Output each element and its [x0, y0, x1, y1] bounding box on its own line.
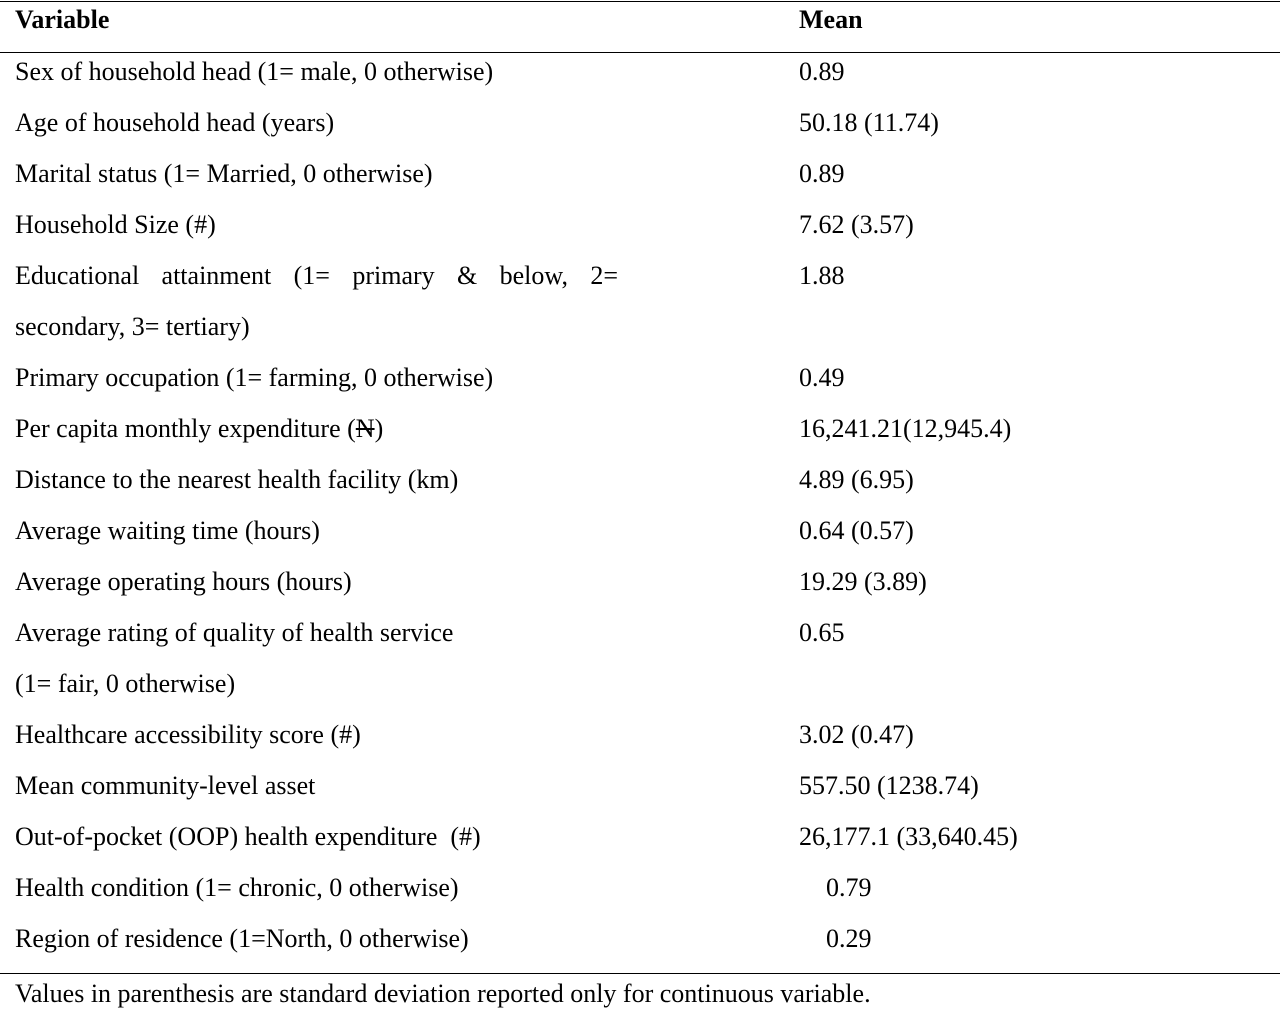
variable-text-end: )	[374, 414, 384, 443]
header-rule	[0, 52, 1280, 53]
header-mean: Mean	[799, 5, 863, 34]
table-row: Distance to the nearest health facility …	[0, 454, 1280, 505]
mean-cell: 19.29 (3.89)	[799, 567, 927, 596]
variable-cell: Out-of-pocket (OOP) health expenditure (…	[15, 822, 481, 851]
table-footnote: Values in parenthesis are standard devia…	[15, 979, 871, 1008]
mean-cell: 0.79	[826, 873, 872, 902]
mean-cell: 557.50 (1238.74)	[799, 771, 979, 800]
mean-cell: 1.88	[799, 261, 845, 290]
table-row: Household Size (#) 7.62 (3.57)	[0, 199, 1280, 250]
mean-cell: 0.89	[799, 57, 845, 86]
variable-cell: Age of household head (years)	[15, 108, 335, 137]
top-rule	[0, 1, 1280, 2]
table-row: Health condition (1= chronic, 0 otherwis…	[0, 862, 1280, 913]
table-row: Sex of household head (1= male, 0 otherw…	[0, 46, 1280, 97]
variable-cell: Educational attainment (1= primary & bel…	[15, 250, 618, 352]
mean-cell: 50.18 (11.74)	[799, 108, 939, 137]
variable-cell: Household Size (#)	[15, 210, 216, 239]
table-row: Average rating of quality of health serv…	[0, 607, 1280, 709]
mean-cell: 26,177.1 (33,640.45)	[799, 822, 1018, 851]
table-row: Healthcare accessibility score (#) 3.02 …	[0, 709, 1280, 760]
mean-cell: 0.29	[826, 924, 872, 953]
table-row: Per capita monthly expenditure (N) 16,24…	[0, 403, 1280, 454]
mean-cell: 0.64 (0.57)	[799, 516, 914, 545]
variable-cell: Primary occupation (1= farming, 0 otherw…	[15, 363, 494, 392]
table-row: Region of residence (1=North, 0 otherwis…	[0, 913, 1280, 964]
variable-cell: Region of residence (1=North, 0 otherwis…	[15, 924, 469, 953]
table-row: Average operating hours (hours) 19.29 (3…	[0, 556, 1280, 607]
variable-cell: Healthcare accessibility score (#)	[15, 720, 361, 749]
table-body: Sex of household head (1= male, 0 otherw…	[0, 46, 1280, 964]
variable-cell: Per capita monthly expenditure (N)	[15, 403, 383, 454]
mean-cell: 0.65	[799, 618, 845, 647]
table-row: Average waiting time (hours) 0.64 (0.57)	[0, 505, 1280, 556]
variable-cell: Sex of household head (1= male, 0 otherw…	[15, 57, 494, 86]
table-row: Marital status (1= Married, 0 otherwise)…	[0, 148, 1280, 199]
variable-line-2: secondary, 3= tertiary)	[15, 312, 250, 341]
variable-cell: Marital status (1= Married, 0 otherwise)	[15, 159, 433, 188]
table-row: Educational attainment (1= primary & bel…	[0, 250, 1280, 352]
table-row: Mean community-level asset 557.50 (1238.…	[0, 760, 1280, 811]
header-variable: Variable	[15, 5, 110, 34]
mean-cell: 0.49	[799, 363, 845, 392]
variable-text: Per capita monthly expenditure (	[15, 414, 356, 443]
variable-cell: Distance to the nearest health facility …	[15, 465, 459, 494]
naira-currency-symbol: N	[355, 414, 375, 443]
mean-cell: 7.62 (3.57)	[799, 210, 914, 239]
variable-cell: Mean community-level asset	[15, 771, 316, 800]
variable-line-1: Average rating of quality of health serv…	[15, 618, 454, 647]
mean-cell: 16,241.21(12,945.4)	[799, 414, 1012, 443]
variable-cell: Average waiting time (hours)	[15, 516, 320, 545]
bottom-rule	[0, 973, 1280, 974]
variable-cell: Average rating of quality of health serv…	[15, 607, 453, 709]
mean-cell: 4.89 (6.95)	[799, 465, 914, 494]
mean-cell: 0.89	[799, 159, 845, 188]
table-row: Out-of-pocket (OOP) health expenditure (…	[0, 811, 1280, 862]
variable-line-1: Educational attainment (1= primary & bel…	[15, 261, 618, 290]
table-row: Primary occupation (1= farming, 0 otherw…	[0, 352, 1280, 403]
variable-cell: Average operating hours (hours)	[15, 567, 352, 596]
mean-cell: 3.02 (0.47)	[799, 720, 914, 749]
variable-line-2: (1= fair, 0 otherwise)	[15, 669, 236, 698]
table-row: Age of household head (years) 50.18 (11.…	[0, 97, 1280, 148]
variable-cell: Health condition (1= chronic, 0 otherwis…	[15, 873, 459, 902]
